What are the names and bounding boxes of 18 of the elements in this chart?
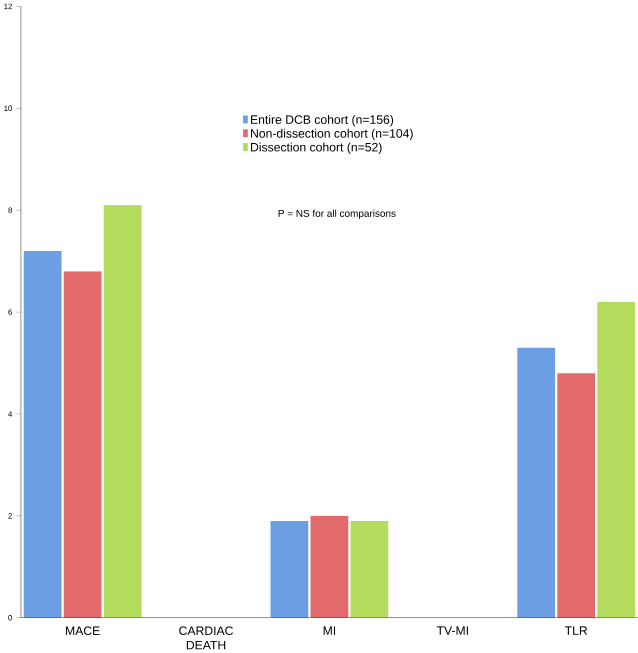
legend-label: Non-dissection cohort (n=104)	[250, 128, 413, 140]
x-tick-label: MI	[324, 626, 336, 635]
legend-label: Dissection cohort (n=52)	[250, 142, 382, 154]
bar	[270, 520, 308, 618]
x-tick-label: MACE	[66, 626, 100, 636]
bar	[104, 205, 142, 618]
annotation: P = NS for all comparisons	[278, 210, 396, 219]
x-tick-label: TLR	[564, 626, 588, 635]
x-tick-label: TV-MI	[436, 626, 468, 635]
bar	[24, 250, 62, 618]
bar	[350, 520, 388, 618]
bar	[310, 516, 348, 618]
bar	[64, 271, 102, 618]
x-tick-label: CARDIAC DEATH	[179, 626, 233, 650]
legend-label: Entire DCB cohort (n=156)	[250, 114, 394, 126]
bar	[557, 373, 596, 618]
bar	[517, 348, 556, 618]
bar	[597, 302, 636, 618]
